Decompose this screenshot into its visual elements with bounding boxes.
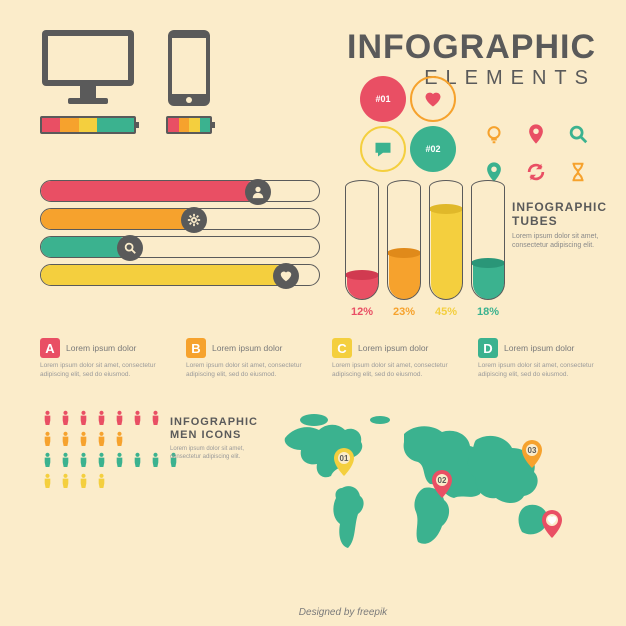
search-icon <box>564 120 592 148</box>
info-block-B: BLorem ipsum dolorLorem ipsum dolor sit … <box>186 338 316 380</box>
men-icons-section: INFOGRAPHIC MEN ICONS Lorem ipsum dolor … <box>40 410 260 488</box>
monitor-battery <box>40 116 136 134</box>
circle-quad: #01#02 <box>360 76 456 172</box>
map-pin: 02 <box>430 470 454 500</box>
map-pin <box>540 510 564 540</box>
svg-text:01: 01 <box>340 454 349 463</box>
slider <box>40 208 320 230</box>
progress-sliders <box>40 180 320 286</box>
marker-icons <box>480 120 596 186</box>
tube: 18% <box>471 180 505 300</box>
phone-icon <box>166 28 212 134</box>
info-block-C: CLorem ipsum dolorLorem ipsum dolor sit … <box>332 338 462 380</box>
slider <box>40 236 320 258</box>
tubes-title: INFOGRAPHIC TUBES <box>512 200 612 228</box>
tubes-chart: 12%23%45%18% <box>345 180 505 300</box>
info-block-D: DLorem ipsum dolorLorem ipsum dolor sit … <box>478 338 608 380</box>
hourglass-icon <box>564 158 592 186</box>
info-block-A: ALorem ipsum dolorLorem ipsum dolor sit … <box>40 338 170 380</box>
men-row <box>40 473 260 488</box>
quad-circle: #02 <box>410 126 456 172</box>
men-title: INFOGRAPHIC MEN ICONS <box>170 416 260 442</box>
slider <box>40 264 320 286</box>
refresh-icon <box>522 158 550 186</box>
men-body: Lorem ipsum dolor sit amet, consectetur … <box>170 446 270 462</box>
tube: 23% <box>387 180 421 300</box>
map-pin: 01 <box>332 448 356 478</box>
svg-text:02: 02 <box>438 476 447 485</box>
bulb-icon <box>480 120 508 148</box>
letter-blocks: ALorem ipsum dolorLorem ipsum dolor sit … <box>40 338 608 380</box>
quad-circle <box>360 126 406 172</box>
tubes-body: Lorem ipsum dolor sit amet, consectetur … <box>512 232 612 250</box>
phone-battery <box>166 116 212 134</box>
slider <box>40 180 320 202</box>
title-line1: INFOGRAPHIC <box>347 28 596 67</box>
tube: 12% <box>345 180 379 300</box>
devices-group <box>40 28 212 134</box>
quad-circle <box>410 76 456 122</box>
svg-text:03: 03 <box>528 446 537 455</box>
world-map: 01 02 03 <box>270 410 590 565</box>
quad-circle: #01 <box>360 76 406 122</box>
credit-text: Designed by freepik <box>30 607 626 618</box>
pin-icon <box>522 120 550 148</box>
tubes-text: INFOGRAPHIC TUBES Lorem ipsum dolor sit … <box>512 200 612 250</box>
monitor-icon <box>40 28 136 134</box>
map-pin: 03 <box>520 440 544 470</box>
tube: 45% <box>429 180 463 300</box>
